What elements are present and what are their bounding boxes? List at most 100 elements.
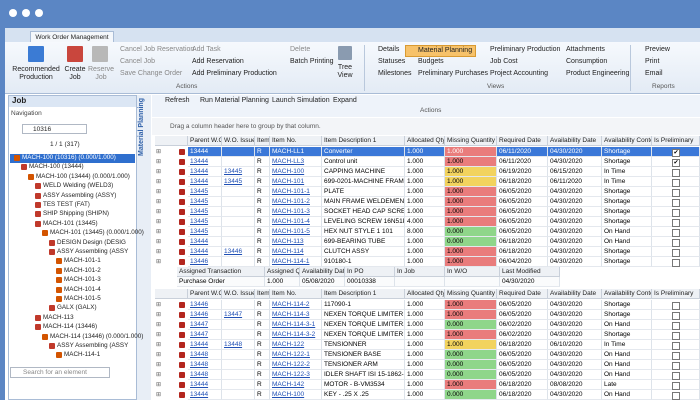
ribbon-button[interactable]: Delete <box>290 46 311 53</box>
tree-item[interactable]: MACH-101-5 <box>64 295 101 302</box>
tree-icon <box>35 324 41 331</box>
search-input[interactable]: 10316 <box>22 124 87 134</box>
ribbon-button[interactable]: Save Change Order <box>120 70 183 77</box>
search-input[interactable]: Search for an element <box>10 367 110 378</box>
grid-cell: R <box>255 380 270 390</box>
checkbox[interactable]: ✔ <box>672 149 680 157</box>
ribbon-button[interactable]: Milestones <box>378 70 412 77</box>
ribbon-button[interactable]: Add Task <box>192 46 221 53</box>
ribbon-button[interactable]: Preliminary Purchases <box>418 70 489 77</box>
checkbox[interactable] <box>672 332 680 340</box>
toolbar-button[interactable]: Expand <box>333 97 357 104</box>
checkbox[interactable] <box>672 229 680 237</box>
grid-cell: Shortage <box>602 310 652 320</box>
tree-item[interactable]: MACH-101 (13445) (0.000/1.000) <box>50 229 144 237</box>
window-dot[interactable] <box>9 9 17 17</box>
checkbox[interactable] <box>672 392 680 400</box>
checkbox[interactable] <box>672 372 680 380</box>
tree-item[interactable]: MACH-101-3 <box>64 276 101 284</box>
checkbox[interactable] <box>672 259 680 267</box>
grid-cell <box>222 300 255 310</box>
tree-item[interactable]: ASSY Assembling (ASSY) <box>43 191 117 199</box>
checkbox[interactable] <box>672 179 680 187</box>
ribbon-button[interactable]: Cancel Job Reservation <box>120 46 195 53</box>
ribbon-button[interactable]: Tree View <box>337 64 353 79</box>
tree-icon <box>35 314 41 321</box>
ribbon-button[interactable]: Create Job <box>64 66 86 81</box>
ribbon-button[interactable]: Job Cost <box>490 58 518 65</box>
tree-item[interactable]: MACH-101-1 <box>64 257 101 265</box>
column-header: Availability Context <box>602 289 652 299</box>
grid-cell: 13445 <box>222 177 255 187</box>
grid-cell: MACH-101-1 <box>270 187 322 197</box>
toolbar-button[interactable]: Run Material Planning <box>200 97 269 104</box>
checkbox[interactable] <box>672 312 680 320</box>
column-header: Allocated Qty <box>405 289 445 299</box>
checkbox[interactable] <box>672 249 680 257</box>
tree-item[interactable]: TES TEST (FAT) <box>43 201 90 208</box>
checkbox[interactable] <box>672 239 680 247</box>
ribbon-button[interactable]: Email <box>645 70 663 77</box>
ribbon-button[interactable]: Preview <box>645 46 670 53</box>
grid-cell: 1.000 <box>405 330 445 340</box>
tree-item[interactable]: DESIGN Design (DESIG <box>57 238 126 246</box>
ribbon-button[interactable]: Project Accounting <box>490 70 548 77</box>
checkbox[interactable] <box>672 189 680 197</box>
tree-item[interactable]: MACH-101-2 <box>64 266 101 274</box>
checkbox[interactable] <box>672 199 680 207</box>
ribbon-button-active[interactable]: Material Planning <box>405 45 477 57</box>
checkbox[interactable] <box>672 219 680 227</box>
window-dot[interactable] <box>22 9 30 17</box>
ribbon-button[interactable]: Product Engineering <box>566 70 630 77</box>
tree-item[interactable]: MACH-114 (13446) (0.000/1.000) <box>50 332 144 340</box>
grid-cell: 13445 <box>188 197 222 207</box>
ribbon-button[interactable]: Cancel Job <box>120 58 156 65</box>
ribbon-button[interactable]: Add Reservation <box>192 58 244 65</box>
checkbox[interactable] <box>672 342 680 350</box>
grid-cell: 1.000 <box>405 350 445 360</box>
ribbon-button[interactable]: Details <box>378 46 400 53</box>
checkbox[interactable] <box>672 209 680 217</box>
grid-cell: In Time <box>602 167 652 177</box>
tree-item[interactable]: WELD Welding (WELD3) <box>43 182 114 190</box>
tree-item[interactable]: GALX (GALX) <box>57 304 97 312</box>
toolbar-button[interactable]: Launch Simulation <box>272 97 330 104</box>
ribbon-button[interactable]: Statuses <box>378 58 406 65</box>
ribbon-button[interactable]: Budgets <box>418 58 444 65</box>
checkbox[interactable]: ✔ <box>672 159 680 167</box>
ribbon-button[interactable]: Consumption <box>566 58 608 65</box>
ribbon-button[interactable]: Reserve Job <box>88 66 115 81</box>
tree-item[interactable]: MACH-101 (13445) <box>43 219 98 227</box>
side-tab[interactable]: Material Planning <box>137 98 145 156</box>
window-dot[interactable] <box>35 9 43 17</box>
tree-item[interactable]: ASSY Assembling (ASSY <box>57 248 129 255</box>
grid-cell: 13448 <box>222 340 255 350</box>
tree-item[interactable]: SHIP Shipping (SHIPN) <box>43 210 110 218</box>
grid-cell: 06/04/2020 <box>497 257 548 267</box>
tree-item[interactable]: MACH-113 <box>43 313 74 321</box>
ribbon-button[interactable]: Attachments <box>566 46 605 53</box>
tree-item[interactable]: MACH-100 (13444) <box>29 163 84 171</box>
checkbox[interactable] <box>672 382 680 390</box>
tree-item[interactable]: MACH-114 (13446) <box>43 323 98 331</box>
checkbox[interactable] <box>672 322 680 330</box>
toolbar-button[interactable]: Refresh <box>165 97 190 104</box>
ribbon-button[interactable]: Preliminary Production <box>490 46 561 53</box>
checkbox[interactable] <box>672 169 680 177</box>
tree-item[interactable]: MACH-101-4 <box>64 285 101 293</box>
tree-item[interactable]: MACH-114-1 <box>64 351 101 359</box>
grid-cell: 04/30/2020 <box>548 157 602 167</box>
checkbox[interactable] <box>672 302 680 310</box>
ribbon-tab[interactable]: Work Order Management <box>30 31 114 43</box>
checkbox[interactable] <box>672 352 680 360</box>
grid-cell: 0.000 <box>445 320 497 330</box>
checkbox[interactable] <box>672 362 680 370</box>
tree-item[interactable]: ASSY Assembling (ASSY <box>57 342 129 349</box>
ribbon-button[interactable]: Print <box>645 58 660 65</box>
ribbon-button[interactable]: Add Preliminary Production <box>192 70 277 77</box>
tree-item[interactable]: MACH-100 (13444) (0.000/1.000) <box>36 172 130 180</box>
ribbon-button[interactable]: Recommended Production <box>12 66 60 81</box>
ribbon-button[interactable]: Batch Printing <box>290 58 334 65</box>
tree-item[interactable]: MACH-100 (10316) (0.000/1.000) <box>22 154 116 161</box>
grid-cell: R <box>255 197 270 207</box>
